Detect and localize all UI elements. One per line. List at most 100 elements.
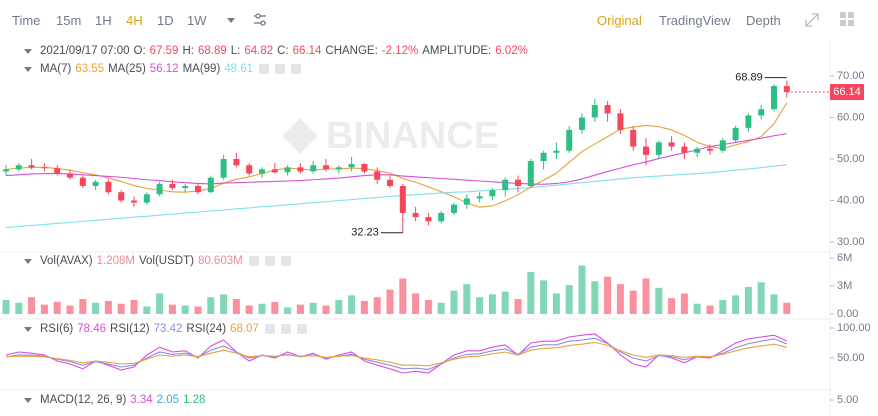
h-value: 68.89 xyxy=(197,45,227,57)
close-icon[interactable] xyxy=(296,324,307,334)
candle-body xyxy=(92,181,99,186)
eye-icon[interactable] xyxy=(248,256,259,266)
close-icon[interactable] xyxy=(280,256,291,266)
volume-bar xyxy=(92,302,100,314)
volume-bar xyxy=(271,301,279,314)
volume-bar xyxy=(732,295,740,314)
collapse-icon[interactable] xyxy=(24,326,32,332)
volume-bar xyxy=(2,299,10,314)
dropdown-icon[interactable] xyxy=(227,18,235,23)
y-tick-label: 0.00 xyxy=(837,308,858,320)
volume-bar xyxy=(412,293,420,314)
interval-tab[interactable]: 15m xyxy=(56,13,82,28)
settings-icon[interactable] xyxy=(275,64,286,74)
volume-value: 80.603M xyxy=(197,255,243,267)
volume-bar xyxy=(501,291,509,314)
candle-body xyxy=(323,165,329,170)
volume-bar xyxy=(783,302,791,314)
volume-bar xyxy=(181,305,189,314)
y-tick-label: 100.00 xyxy=(837,322,871,334)
toolbar: Time 15m 1H 4H 1D 1W Original TradingView Depth xyxy=(0,10,878,32)
volume-bar xyxy=(604,276,612,314)
l-label: L: xyxy=(230,45,241,57)
candle-body xyxy=(15,165,22,170)
candle-body xyxy=(707,148,713,151)
macd-name: MACD(12, 26, 9) xyxy=(40,394,127,406)
rsi-value: 68.07 xyxy=(230,323,259,335)
candle-body xyxy=(694,148,701,153)
settings-icon[interactable] xyxy=(280,324,291,334)
volume-bar xyxy=(616,284,624,314)
watermark-text: BINANCE xyxy=(326,115,499,157)
volume-bar xyxy=(719,299,727,314)
view-tab[interactable]: Depth xyxy=(746,13,781,28)
candle-body xyxy=(348,163,355,168)
last-price-label: 66.14 xyxy=(833,86,861,98)
c-value: 66.14 xyxy=(292,45,322,57)
candle-body xyxy=(335,167,342,170)
rsi-name: RSI(6) xyxy=(40,323,74,335)
volume-bar xyxy=(706,305,714,314)
volume-bar xyxy=(373,297,381,314)
candle-body xyxy=(463,198,470,205)
volume-bar xyxy=(309,302,317,314)
candle-body xyxy=(758,109,765,116)
interval-tab[interactable]: 1H xyxy=(95,13,112,28)
volume-bar xyxy=(642,278,650,314)
collapse-icon[interactable] xyxy=(24,258,32,264)
volume-bar xyxy=(680,293,688,314)
volume-bar xyxy=(335,299,343,314)
candle-body xyxy=(361,163,368,172)
o-value: 67.59 xyxy=(149,45,179,57)
volume-bar xyxy=(53,301,61,314)
interval-tab[interactable]: 1W xyxy=(187,13,207,28)
collapse-icon[interactable] xyxy=(24,48,32,54)
candle-body xyxy=(502,179,509,191)
candle-body xyxy=(783,86,790,93)
interval-tab[interactable]: 1D xyxy=(157,13,174,28)
y-tick-label: 40.00 xyxy=(837,194,865,206)
settings-icon[interactable] xyxy=(264,256,275,266)
volume-bar xyxy=(488,294,496,314)
volume-value: 1.208M xyxy=(96,255,135,267)
ma-name: MA(7) xyxy=(40,63,72,75)
volume-bar xyxy=(194,306,202,314)
candle-body xyxy=(271,169,278,173)
close-icon[interactable] xyxy=(291,64,302,74)
volume-bar xyxy=(284,307,292,314)
volume-bar xyxy=(437,302,445,314)
view-tab[interactable]: TradingView xyxy=(659,13,731,28)
collapse-icon[interactable] xyxy=(24,397,32,403)
interval-tab[interactable]: 4H xyxy=(126,13,143,28)
candle-body xyxy=(399,185,406,213)
volume-bar xyxy=(386,289,394,314)
candle-body xyxy=(169,183,176,189)
rsi-line xyxy=(5,341,787,367)
collapse-icon[interactable] xyxy=(24,66,32,72)
candle-body xyxy=(233,159,240,166)
candle-body xyxy=(374,171,381,180)
settings-icon[interactable] xyxy=(254,13,266,26)
y-tick-label: 70.00 xyxy=(837,70,865,82)
fullscreen-icon[interactable] xyxy=(805,13,819,27)
volume-bar xyxy=(143,306,151,314)
ma-name: MA(25) xyxy=(108,63,146,75)
interval-tab[interactable]: Time xyxy=(12,13,41,28)
view-tab[interactable]: Original xyxy=(597,13,642,28)
eye-icon[interactable] xyxy=(259,64,270,74)
amplitude-label: AMPLITUDE: xyxy=(422,45,492,57)
candle-body xyxy=(412,212,419,218)
candle-body xyxy=(220,159,227,178)
y-tick-label: 6M xyxy=(837,252,852,264)
rsi-line xyxy=(5,337,788,370)
ma-value: 56.12 xyxy=(149,63,179,75)
volume-bar xyxy=(744,286,752,314)
volume-bar xyxy=(156,293,164,314)
y-tick-label: 3M xyxy=(837,280,852,292)
candle-body xyxy=(617,113,624,130)
volume-bar xyxy=(245,305,253,314)
volume-bar xyxy=(424,299,432,314)
candle-body xyxy=(643,146,649,155)
layout-icon[interactable] xyxy=(840,12,854,26)
eye-icon[interactable] xyxy=(264,324,275,334)
